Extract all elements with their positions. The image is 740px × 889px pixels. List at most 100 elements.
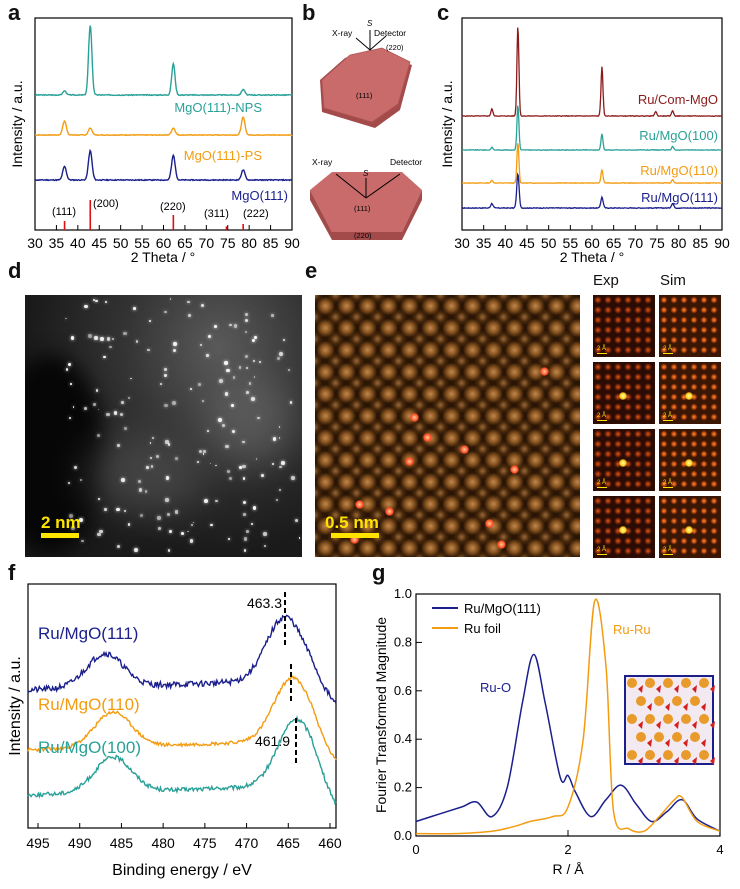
ru-atom-dot [259, 360, 262, 364]
peak-label-463-3: 463.3 [247, 595, 282, 611]
x-tick-label: 90 [284, 235, 300, 251]
ru-atom-dot [244, 549, 247, 552]
x-tick-label: 30 [454, 235, 470, 251]
ru-atom [645, 750, 655, 760]
series-g-ru-foil [415, 598, 721, 835]
ru-atom-dot [251, 339, 255, 343]
ru-atom-dot [222, 423, 226, 427]
panel-f-ylabel: Intensity / a.u. [7, 656, 24, 756]
scalebar-e [331, 533, 379, 538]
ru-atom-dot [224, 444, 229, 449]
ru-atom-dot [196, 461, 200, 464]
label-ru-com-mgo: Ru/Com-MgO [638, 92, 718, 107]
ru-atom-dot [263, 545, 266, 548]
ru-atom-dot [146, 466, 150, 470]
ru-atom-dot [116, 545, 120, 549]
label-ru-mgo111: Ru/MgO(111) [641, 190, 718, 205]
panel-b-crystal-geometry: X-ray S Detector (220) (111) X-ray S Det… [310, 19, 422, 240]
ru-atom-dot [106, 336, 111, 341]
ru-atom-dot [276, 498, 279, 501]
ru-atom-dot [65, 317, 67, 320]
ru-atom-dot [257, 416, 260, 420]
ru-atom-dot [241, 440, 245, 444]
x-tick-label: 35 [476, 235, 492, 251]
ru-atom-dot [127, 396, 130, 399]
o-atom [638, 685, 643, 693]
ru-atom-dot [103, 355, 106, 359]
ru-atom-dot [189, 539, 193, 543]
ru-atom-dot [150, 464, 154, 468]
x-tick-label: 80 [241, 235, 257, 251]
ru-atom-dot [123, 509, 126, 512]
ru-atom-dot [123, 331, 127, 336]
b-top-facet-220: (220) [386, 43, 404, 52]
panel-f-frame [27, 583, 337, 829]
ru-atom-dot [228, 477, 232, 481]
label-mgo111: MgO(111) [231, 188, 288, 203]
ru-atom [681, 714, 691, 724]
ru-atom-dot [287, 368, 290, 371]
ru-atom-dot [149, 441, 152, 444]
ru-atom [627, 678, 637, 688]
panel-f-x-ticks: 495 490 485 480 475 470 465 460 [26, 823, 342, 851]
single-atom-highlight [423, 433, 432, 442]
label-ru-mgo110: Ru/MgO(110) [640, 163, 718, 178]
x-tick-label: 480 [151, 835, 175, 851]
ru-atom-dot [282, 339, 285, 342]
ru-atom-dot [244, 318, 248, 322]
single-atom-highlight [460, 445, 469, 454]
single-atom-highlight [485, 519, 494, 528]
panel-a-ylabel: Intensity / a.u. [9, 80, 25, 167]
ru-atom-dot [224, 361, 228, 365]
ru-atom-dot [187, 314, 191, 318]
series-ru-mgo100 [461, 105, 723, 152]
ru-atom-dot [245, 366, 248, 369]
ru-atom-dot [291, 476, 296, 480]
x-tick-label: 65 [177, 235, 193, 251]
x-tick-label: 490 [68, 835, 92, 851]
ru-atom-dot [165, 498, 169, 503]
ru-atom-dot [100, 337, 104, 341]
ru-atom-dot [147, 348, 150, 351]
tile-highlight-atom [619, 392, 627, 400]
ru-atom-dot [158, 527, 161, 530]
ru-atom [627, 750, 637, 760]
ru-atom-dot [201, 303, 205, 307]
ru-atom-dot [106, 412, 110, 416]
annot-ru-ru: Ru-Ru [613, 622, 651, 637]
x-tick-label: 45 [91, 235, 107, 251]
ru-atom-dot [244, 330, 248, 333]
ru-atom-dot [187, 300, 190, 304]
ru-atom-dot [214, 464, 217, 467]
ru-atom-dot [138, 488, 142, 492]
ru-atom-dot [181, 531, 185, 536]
panel-a-reference-lines [63, 200, 244, 230]
single-atom-highlight [410, 413, 419, 422]
ru-atom-dot [263, 532, 267, 536]
panel-g-ylabel: Fourier Transformed Magnitude [373, 617, 389, 813]
ru-atom-dot [167, 548, 171, 552]
panel-c-x-ticks: 30 35 40 45 50 55 60 65 70 75 80 85 90 [454, 225, 730, 251]
tile-scalebar [663, 554, 673, 555]
tile-scalebar [663, 353, 673, 354]
single-atom-highlight [355, 500, 364, 509]
ru-atom-dot [172, 401, 177, 406]
sim-tile: 2 Å [658, 294, 722, 358]
g-x-tick-label: 4 [716, 842, 723, 857]
label-f-ru-mgo100: Ru/MgO(100) [38, 738, 141, 757]
ru-atom-dot [145, 490, 148, 493]
scalebar-d-label: 2 nm [41, 513, 81, 532]
legend-ru-mgo111: Ru/MgO(111) [464, 601, 541, 616]
x-tick-label: 85 [693, 235, 709, 251]
o-atom [710, 721, 715, 729]
ru-atom-dot [133, 307, 136, 310]
ru-atom-dot [93, 298, 95, 301]
o-atom [674, 757, 679, 765]
o-atom [647, 703, 652, 711]
ru-atom-dot [155, 454, 160, 459]
ru-atom-dot [252, 506, 257, 510]
label-f-ru-mgo111: Ru/MgO(111) [38, 624, 138, 643]
ru-atom [636, 696, 646, 706]
ru-atom-dot [96, 433, 100, 438]
b-bottom-s: S [363, 169, 369, 178]
